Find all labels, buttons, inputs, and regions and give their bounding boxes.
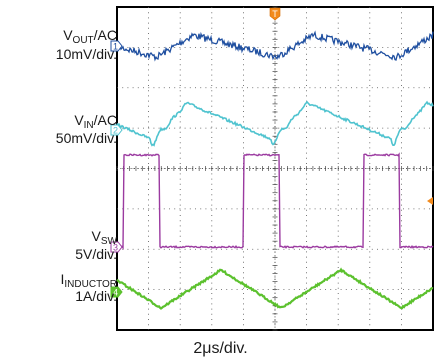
channel-3-marker-shape	[110, 241, 123, 253]
channel-1-marker-label: 1	[113, 42, 118, 52]
channel-3-marker-label: 3	[113, 243, 118, 253]
channel-4-scale: 1A/div.	[75, 288, 117, 304]
channel-4-marker: 4	[110, 286, 123, 298]
trace-channel-1	[116, 30, 434, 62]
channel-2-marker-shape	[110, 124, 123, 136]
trigger-marker: T	[269, 7, 281, 21]
channel-2-scale: 50mV/div.	[55, 130, 117, 146]
channel-4-marker-label: 4	[113, 288, 118, 298]
trace-channel-2	[116, 100, 434, 147]
trace-channel-4	[116, 267, 434, 310]
channel-3-name: VSW	[91, 228, 117, 247]
channel-1-marker: 1	[110, 40, 123, 52]
channel-2-marker: 2	[110, 124, 123, 136]
channel-4-name: IINDUCTOR	[60, 271, 117, 290]
trigger-level-marker	[427, 197, 433, 205]
channel-2-name: VIN/AC	[74, 112, 117, 131]
channel-2-marker-label: 2	[113, 126, 118, 136]
time-per-division-label: 2μs/div.	[193, 340, 248, 357]
channel-4-marker-shape	[110, 286, 123, 298]
channel-3-scale: 5V/div.	[75, 246, 117, 262]
trigger-marker-shape	[269, 7, 281, 21]
trace-channel-3	[116, 152, 434, 251]
channel-1-scale: 10mV/div.	[55, 46, 117, 62]
channel-markers: 1 2 3 4 T	[110, 7, 433, 298]
channel-1-name: VOUT/AC	[63, 27, 117, 46]
traces	[116, 30, 434, 310]
channel-3-marker: 3	[110, 241, 123, 253]
channel-1-marker-shape	[110, 40, 123, 52]
trigger-marker-label: T	[272, 9, 278, 19]
